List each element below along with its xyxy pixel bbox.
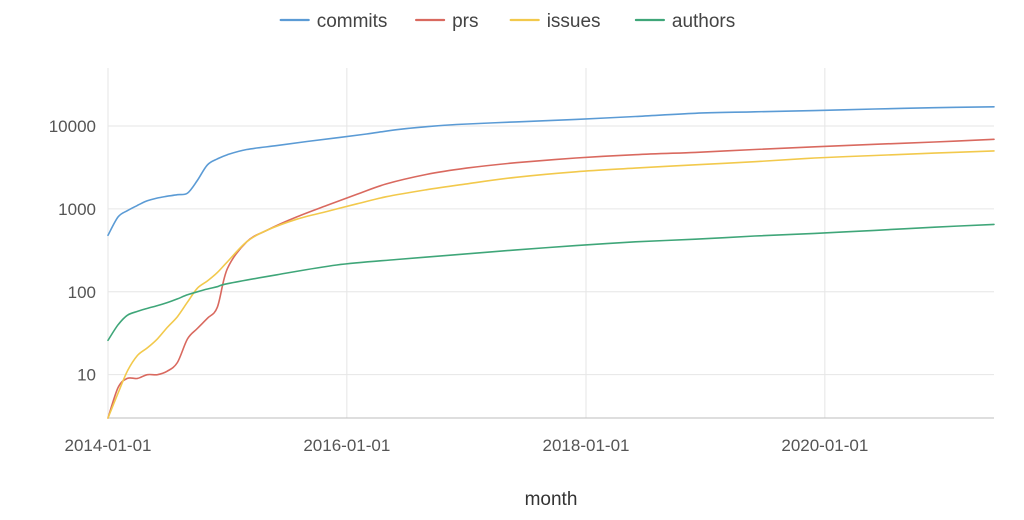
- legend: commits prs issues authors: [279, 11, 735, 32]
- axes: 10 100 1000 10000 2014-01-01 2016-01-01 2018-0…: [49, 117, 994, 455]
- series-layer: [107, 106, 995, 419]
- legend-label: issues: [547, 11, 601, 32]
- x-tick-label: 2018-01-01: [543, 436, 630, 455]
- x-tick-label: 2020-01-01: [781, 436, 868, 455]
- y-tick-label: 10000: [49, 117, 96, 136]
- legend-item-prs: prs: [415, 11, 479, 32]
- grid: [107, 68, 994, 418]
- legend-item-commits: commits: [279, 11, 388, 32]
- x-tick-label: 2016-01-01: [303, 436, 390, 455]
- legend-label: prs: [452, 11, 478, 32]
- series-line-prs: [107, 138, 995, 419]
- series-line-issues: [107, 150, 995, 419]
- x-tick-label: 2014-01-01: [65, 436, 152, 455]
- legend-label: commits: [317, 11, 388, 32]
- legend-label: authors: [672, 11, 735, 32]
- x-axis-title: month: [525, 489, 578, 510]
- legend-item-issues: issues: [509, 11, 601, 32]
- y-tick-label: 100: [68, 283, 96, 302]
- series-line-commits: [107, 106, 995, 237]
- series-line-authors: [107, 223, 995, 342]
- y-tick-label: 1000: [58, 200, 96, 219]
- legend-item-authors: authors: [634, 11, 735, 32]
- y-tick-label: 10: [77, 366, 96, 385]
